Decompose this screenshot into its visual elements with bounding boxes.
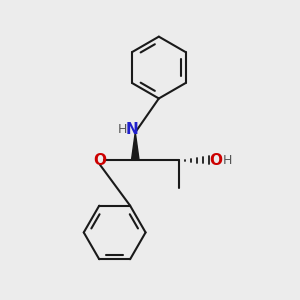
Polygon shape [131,132,139,160]
Text: H: H [223,154,232,167]
Text: O: O [93,153,106,168]
Text: H: H [118,123,128,136]
Text: N: N [125,122,138,137]
Text: O: O [210,153,223,168]
